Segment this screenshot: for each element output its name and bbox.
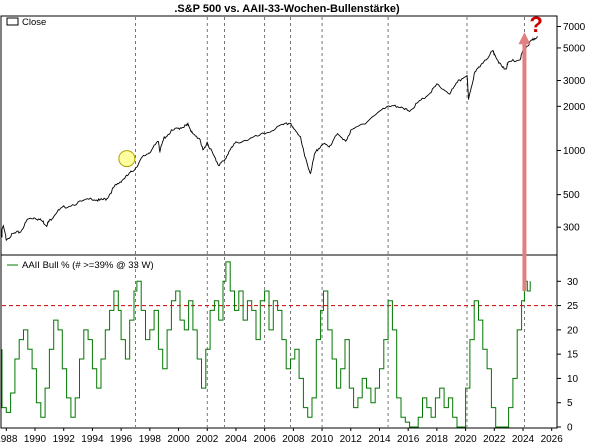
- x-tick-label: 2024: [512, 434, 535, 445]
- x-tick-label: 2020: [454, 434, 477, 445]
- y-tick-label: 7000: [563, 22, 586, 33]
- price-legend: Close: [6, 17, 46, 28]
- y-tick-label: 5: [567, 398, 573, 409]
- x-tick-label: 2006: [254, 434, 277, 445]
- price-legend-swatch: [6, 17, 19, 26]
- x-tick-label: 2008: [282, 434, 305, 445]
- y-tick-label: 20: [567, 325, 579, 336]
- sentiment-legend: AAII Bull % (# >=39% @ 33 W): [7, 260, 154, 271]
- arrow-head: [518, 32, 531, 45]
- x-tick-label: 2000: [167, 434, 190, 445]
- marker-circle: [118, 150, 136, 168]
- y-tick-label: 1000: [563, 146, 586, 157]
- x-tick-label: 2010: [311, 434, 334, 445]
- y-tick-label: 300: [563, 223, 580, 234]
- price-y-ticks: 300 500 1000 2000 3000 5000 7000: [557, 22, 586, 234]
- x-tick-label: 1990: [24, 434, 47, 445]
- x-tick-label: 2026: [541, 434, 564, 445]
- x-tick-label: 2014: [368, 434, 391, 445]
- price-series-line: [1, 36, 538, 242]
- price-panel-frame: [0, 15, 558, 256]
- y-tick-label: 2000: [563, 102, 586, 113]
- vertical-dashed-lines: [135, 17, 525, 427]
- x-tick-label: 1988: [0, 434, 18, 445]
- x-tick-label: 2002: [196, 434, 219, 445]
- y-tick-label: 3000: [563, 76, 586, 87]
- chart-title: .S&P 500 vs. AAII-33-Wochen-Bullenstärke…: [174, 3, 400, 15]
- y-tick-label: 0: [567, 423, 573, 434]
- x-tick-label: 1996: [110, 434, 133, 445]
- y-tick-label: 30: [567, 277, 579, 288]
- x-tick-label: 2012: [340, 434, 363, 445]
- y-tick-label: 25: [567, 301, 579, 312]
- x-tick-label: 2016: [397, 434, 420, 445]
- question-mark-annotation: ?: [529, 12, 542, 37]
- x-tick-label: 1992: [53, 434, 76, 445]
- y-tick-label: 10: [567, 374, 579, 385]
- sentiment-panel-frame: [0, 254, 558, 429]
- y-tick-label: 15: [567, 350, 579, 361]
- y-tick-label: 500: [563, 190, 580, 201]
- x-tick-label: 1998: [139, 434, 162, 445]
- sentiment-series-line: [1, 261, 531, 428]
- price-legend-label: Close: [22, 17, 46, 28]
- x-tick-label: 2022: [483, 434, 506, 445]
- x-axis-ticks: 1988 1990 1992 1994 1996 1998 2000 2002 2004 2006…: [0, 428, 563, 445]
- sentiment-legend-label: AAII Bull % (# >=39% @ 33 W): [22, 260, 154, 271]
- x-tick-label: 1994: [81, 434, 104, 445]
- x-tick-label: 2004: [225, 434, 248, 445]
- sentiment-y-ticks: 0 5 10 15 20 25 30: [557, 277, 579, 434]
- y-tick-label: 5000: [563, 43, 586, 54]
- x-tick-label: 2018: [426, 434, 449, 445]
